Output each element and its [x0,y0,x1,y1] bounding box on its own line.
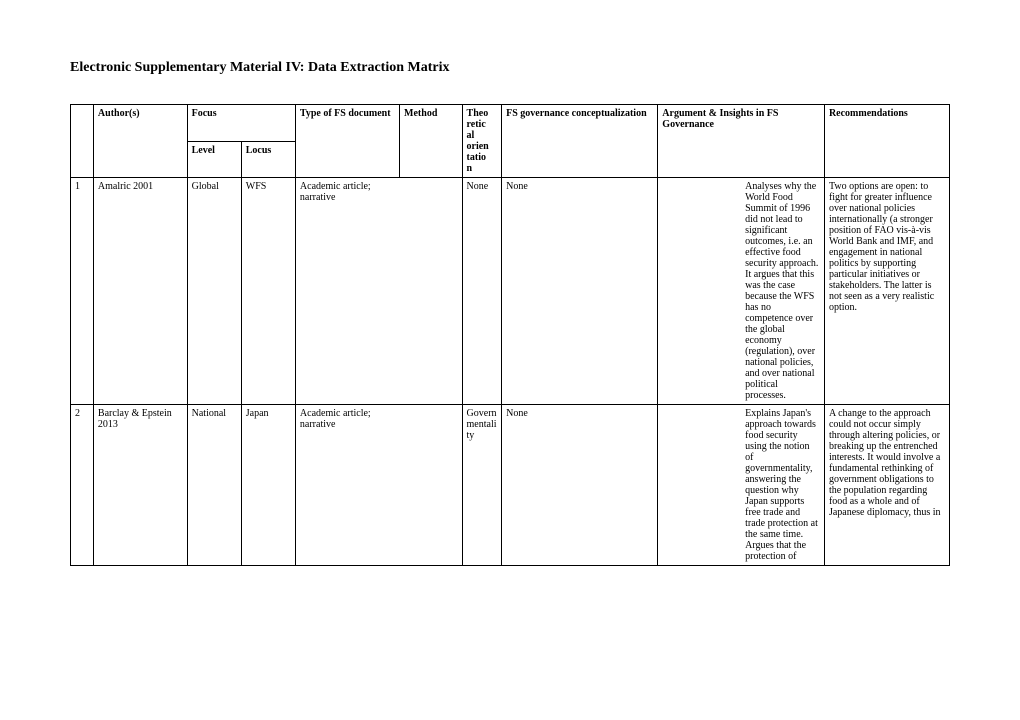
cell-fsgov: None [502,405,658,566]
cell-rec: A change to the approach could not occur… [824,405,949,566]
cell-fsgov: None [502,178,658,405]
header-blank [71,105,94,178]
cell-method [400,178,462,405]
cell-theo: None [462,178,502,405]
header-rec: Recommendations [824,105,949,178]
header-type: Type of FS document [295,105,399,178]
cell-locus: Japan [241,405,295,566]
cell-locus: WFS [241,178,295,405]
header-theo: Theoreticalorientation [462,105,502,178]
cell-arg-b: Analyses why the World Food Summit of 19… [741,178,824,405]
header-row-1: Author(s) Focus Type of FS document Meth… [71,105,950,142]
header-method: Method [400,105,462,178]
cell-type: Academic article; narrative [295,178,399,405]
header-locus: Locus [241,141,295,178]
cell-level: National [187,405,241,566]
cell-num: 1 [71,178,94,405]
cell-arg-b: Explains Japan's approach towards food s… [741,405,824,566]
header-focus: Focus [187,105,295,142]
cell-level: Global [187,178,241,405]
cell-rec: Two options are open: to fight for great… [824,178,949,405]
cell-type: Academic article; narrative [295,405,399,566]
table-row: 1 Amalric 2001 Global WFS Academic artic… [71,178,950,405]
cell-method [400,405,462,566]
header-level: Level [187,141,241,178]
header-author: Author(s) [93,105,187,178]
page-title: Electronic Supplementary Material IV: Da… [70,60,950,76]
cell-theo: Governmentality [462,405,502,566]
cell-author: Amalric 2001 [93,178,187,405]
header-fsgov: FS governance conceptualization [502,105,658,178]
cell-arg-a [658,405,741,566]
table-row: 2 Barclay & Epstein 2013 National Japan … [71,405,950,566]
data-extraction-matrix: Author(s) Focus Type of FS document Meth… [70,104,950,566]
cell-arg-a [658,178,741,405]
cell-author: Barclay & Epstein 2013 [93,405,187,566]
header-argument: Argument & Insights in FS Governance [658,105,825,178]
cell-num: 2 [71,405,94,566]
